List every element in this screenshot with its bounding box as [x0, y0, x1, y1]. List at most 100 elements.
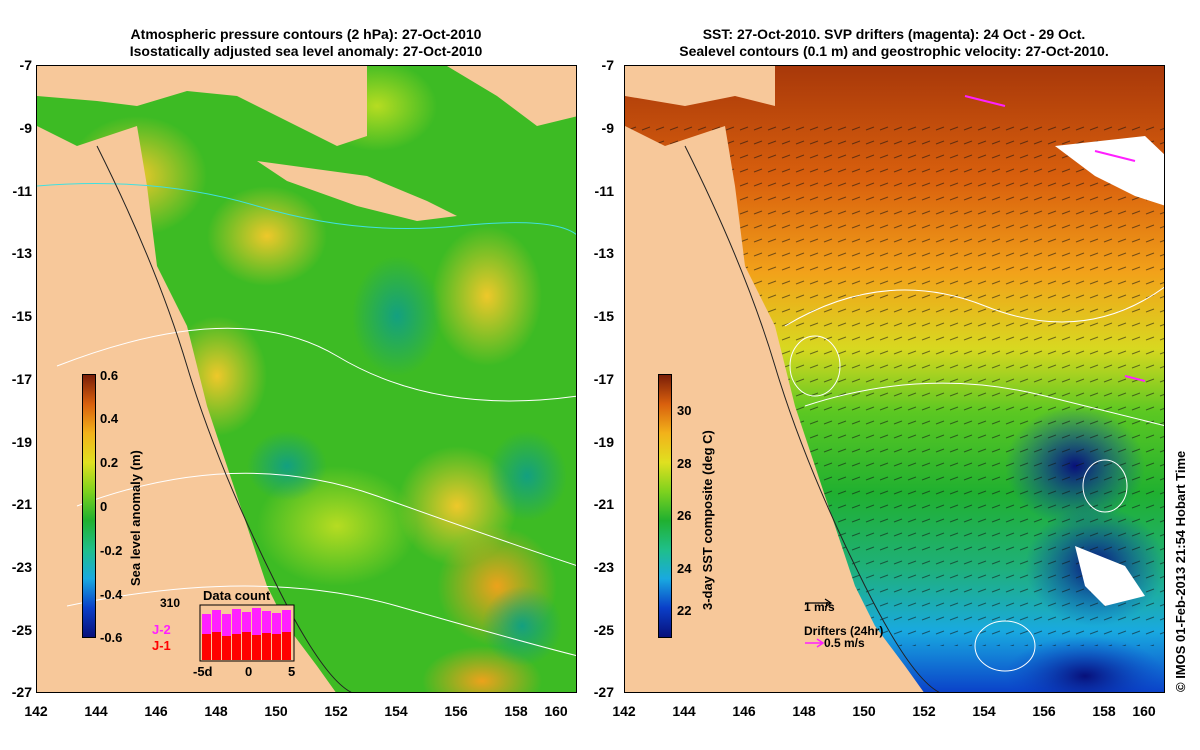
land-australia	[37, 126, 336, 692]
drifter-scale-arrow	[805, 638, 825, 648]
x-tick: 142	[612, 703, 636, 719]
x-tick: 154	[972, 703, 996, 719]
left-title: Atmospheric pressure contours (2 hPa): 2…	[36, 26, 576, 60]
sea-level-colorbar	[82, 374, 96, 638]
x-tick: 152	[912, 703, 936, 719]
x-tick: 158	[1092, 703, 1116, 719]
eddy-contour	[1082, 459, 1128, 513]
inset-title: Data count	[203, 588, 271, 603]
cloud-gap	[1055, 136, 1164, 206]
colorbar-tick: -0.6	[100, 630, 123, 645]
sea-level-contour	[804, 382, 1164, 427]
x-tick: 158	[504, 703, 528, 719]
inset-x-tick: -5d	[193, 664, 213, 679]
colorbar-label: 3-day SST composite (deg C)	[700, 430, 715, 610]
y-tick: -13	[593, 245, 614, 261]
colorbar-tick: 0.6	[100, 368, 119, 383]
x-tick: 150	[264, 703, 288, 719]
pressure-contour	[37, 183, 576, 236]
drifters-scale-label: 0.5 m/s	[824, 636, 865, 650]
left-title-line1: Atmospheric pressure contours (2 hPa): 2…	[130, 26, 482, 42]
y-tick: -27	[11, 684, 32, 700]
eddy-contour	[974, 620, 1036, 672]
reef-outline	[96, 145, 352, 692]
x-tick: 150	[852, 703, 876, 719]
left-title-line2: Isostatically adjusted sea level anomaly…	[129, 43, 483, 59]
x-tick: 144	[672, 703, 696, 719]
drifter-track	[964, 95, 1006, 107]
right-title: SST: 27-Oct-2010. SVP drifters (magenta)…	[624, 26, 1164, 60]
left-map-panel[interactable]	[36, 65, 577, 693]
colorbar-label: Sea level anomaly (m)	[128, 450, 143, 586]
sea-level-anomaly-map	[37, 66, 576, 692]
y-tick: -21	[11, 496, 32, 512]
cold-water-blob	[1005, 636, 1164, 692]
y-tick: -17	[593, 371, 614, 387]
velocity-scale-label: 1 m/s	[804, 600, 835, 614]
colorbar-tick: 26	[677, 508, 692, 523]
y-tick: -25	[11, 622, 32, 638]
x-tick: 144	[84, 703, 108, 719]
right-title-line1: SST: 27-Oct-2010. SVP drifters (magenta)…	[702, 26, 1086, 42]
pressure-contour	[66, 585, 576, 657]
inset-x-tick: 0	[245, 664, 253, 679]
y-tick: -11	[12, 183, 32, 199]
data-count-inset	[199, 604, 295, 662]
x-tick: 160	[544, 703, 568, 719]
eddy-contour	[789, 335, 841, 397]
land-png	[37, 66, 367, 146]
colorbar-tick: -0.4	[100, 587, 123, 602]
anomaly-low-blob	[487, 431, 567, 521]
anomaly-low-blob	[247, 431, 327, 501]
y-tick: -25	[593, 622, 614, 638]
y-tick: -9	[19, 120, 32, 136]
colorbar-tick: 24	[677, 561, 692, 576]
y-tick: -15	[11, 308, 32, 324]
x-tick: 146	[732, 703, 756, 719]
drifter-track	[1124, 375, 1146, 382]
cloud-gap	[1075, 546, 1145, 606]
inset-max-label: 310	[160, 596, 181, 610]
right-title-line2: Sealevel contours (0.1 m) and geostrophi…	[679, 43, 1109, 59]
x-tick: 146	[144, 703, 168, 719]
pressure-contour	[76, 472, 576, 566]
y-tick: -19	[11, 434, 32, 450]
anomaly-high-blob	[207, 186, 327, 286]
credit-text: © IMOS 01-Feb-2013 21:54 Hobart Time	[1173, 450, 1188, 692]
sea-level-contour	[784, 286, 1164, 327]
colorbar-tick: 0.2	[100, 455, 119, 470]
land-png-tail	[257, 161, 457, 221]
inset-series-j2: J-2	[152, 622, 171, 637]
x-tick: 148	[204, 703, 228, 719]
x-tick: 148	[792, 703, 816, 719]
velocity-scale-arrow	[805, 598, 833, 608]
anomaly-low-blob	[352, 256, 442, 376]
y-tick: -19	[593, 434, 614, 450]
right-map-panel[interactable]	[624, 65, 1165, 693]
sst-map	[625, 66, 1164, 692]
x-tick: 152	[324, 703, 348, 719]
x-tick: 160	[1132, 703, 1156, 719]
drifters-label: Drifters (24hr)	[804, 624, 884, 638]
inset-bars	[202, 608, 291, 660]
y-tick: -23	[11, 559, 32, 575]
y-tick: -7	[601, 57, 614, 73]
inset-x-tick: 5	[288, 664, 296, 679]
y-tick: -7	[19, 57, 32, 73]
sst-colorbar	[658, 374, 672, 638]
colorbar-tick: 0	[100, 499, 108, 514]
y-tick: -13	[11, 245, 32, 261]
y-tick: -21	[593, 496, 614, 512]
land-australia	[625, 126, 924, 692]
anomaly-low-blob	[482, 586, 562, 666]
x-tick: 156	[1032, 703, 1056, 719]
land-png	[625, 66, 775, 106]
x-tick: 156	[444, 703, 468, 719]
y-tick: -15	[593, 308, 614, 324]
y-tick: -27	[593, 684, 614, 700]
y-tick: -23	[593, 559, 614, 575]
colorbar-tick: 0.4	[100, 411, 119, 426]
pressure-contour	[56, 327, 576, 402]
y-tick: -11	[594, 183, 614, 199]
reef-outline	[684, 145, 940, 692]
